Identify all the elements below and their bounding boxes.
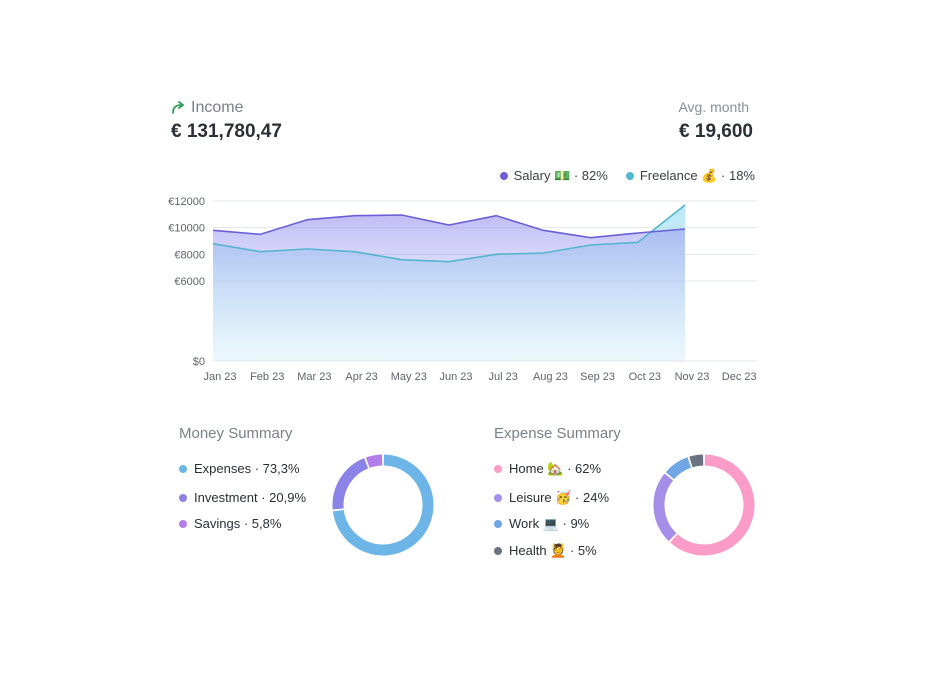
legend-item-salary: Salary 💵 · 82% <box>499 168 608 184</box>
income-label-text: Income <box>191 99 244 116</box>
avg-month-label: Avg. month <box>678 99 749 115</box>
salary-line <box>212 214 686 239</box>
legend-dot <box>494 520 502 528</box>
avg-month-value: € 19,600 <box>679 121 753 142</box>
y-tick-label: €8000 <box>174 249 205 261</box>
expense-summary-title: Expense Summary <box>494 425 621 442</box>
money-summary-donut <box>332 454 434 556</box>
legend-dot <box>494 494 502 502</box>
income-label: Income <box>171 99 243 117</box>
x-tick-label: Feb 23 <box>250 371 284 383</box>
legend-label: Leisure 🥳 · 24% <box>509 490 610 505</box>
donut-segment <box>332 458 369 510</box>
y-tick-label: $0 <box>193 356 205 368</box>
freelance-line <box>212 204 686 263</box>
legend-item: Leisure 🥳 · 24% <box>494 490 609 506</box>
x-tick-label: Aug 23 <box>533 371 568 383</box>
x-tick-label: Jun 23 <box>439 371 472 383</box>
donut-segment <box>665 457 692 480</box>
salary-area <box>213 215 685 361</box>
income-value: € 131,780,47 <box>171 121 282 142</box>
legend-label: Health 💆 · 5% <box>509 543 597 558</box>
legend-label: Home 🏡 · 62% <box>509 461 602 476</box>
legend-label: Investment · 20,9% <box>194 490 306 505</box>
legend-item-freelance: Freelance 💰 · 18% <box>625 168 755 184</box>
legend-item: Health 💆 · 5% <box>494 543 597 559</box>
legend-dot <box>499 172 508 180</box>
trend-up-arrow-icon <box>172 101 184 114</box>
y-tick-label: €10000 <box>168 223 205 235</box>
legend-item: Expenses · 73,3% <box>179 461 300 476</box>
legend-dot <box>494 547 502 555</box>
legend-dot <box>625 172 634 180</box>
legend-item: Savings · 5,8% <box>179 516 281 531</box>
legend-label: Freelance 💰 · 18% <box>639 168 755 183</box>
donut-segment <box>365 454 383 468</box>
x-tick-label: Sep 23 <box>580 371 615 383</box>
legend-item: Home 🏡 · 62% <box>494 461 601 477</box>
legend-dot <box>179 519 187 528</box>
legend-label: Expenses · 73,3% <box>194 461 300 476</box>
income-area-chart: €12000 €10000 €8000 €6000 $0 Jan 23 Feb 23 Mar… <box>168 196 757 383</box>
x-tick-label: Nov 23 <box>675 371 710 383</box>
x-tick-label: Apr 23 <box>345 371 377 383</box>
x-tick-label: Mar 23 <box>297 371 331 383</box>
x-tick-label: Jan 23 <box>203 371 236 383</box>
legend-dot <box>179 493 187 502</box>
x-tick-label: May 23 <box>391 371 427 383</box>
money-summary-title: Money Summary <box>179 425 293 442</box>
legend-label: Salary 💵 · 82% <box>513 168 608 183</box>
legend-item: Investment · 20,9% <box>179 490 306 505</box>
x-tick-label: Jul 23 <box>489 371 518 383</box>
donut-segment <box>670 454 755 556</box>
y-tick-label: €12000 <box>168 196 205 208</box>
chart-legend: Salary 💵 · 82% Freelance 💰 · 18% <box>499 168 755 184</box>
donut-segment <box>332 454 434 556</box>
x-tick-label: Oct 23 <box>629 371 661 383</box>
legend-dot <box>179 464 187 473</box>
expense-summary-donut <box>653 454 755 556</box>
legend-label: Work 💻 · 9% <box>509 516 590 531</box>
legend-item: Work 💻 · 9% <box>494 516 589 532</box>
x-tick-label: Dec 23 <box>722 371 757 383</box>
legend-label: Savings · 5,8% <box>194 516 282 531</box>
legend-dot <box>494 465 502 473</box>
donut-segment <box>689 454 704 468</box>
y-tick-label: €6000 <box>174 276 205 288</box>
donut-segment <box>653 473 677 542</box>
